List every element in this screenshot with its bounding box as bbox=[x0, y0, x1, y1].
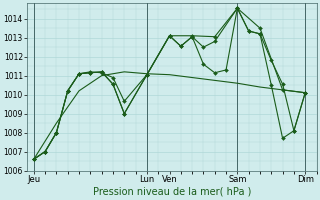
X-axis label: Pression niveau de la mer( hPa ): Pression niveau de la mer( hPa ) bbox=[92, 187, 251, 197]
